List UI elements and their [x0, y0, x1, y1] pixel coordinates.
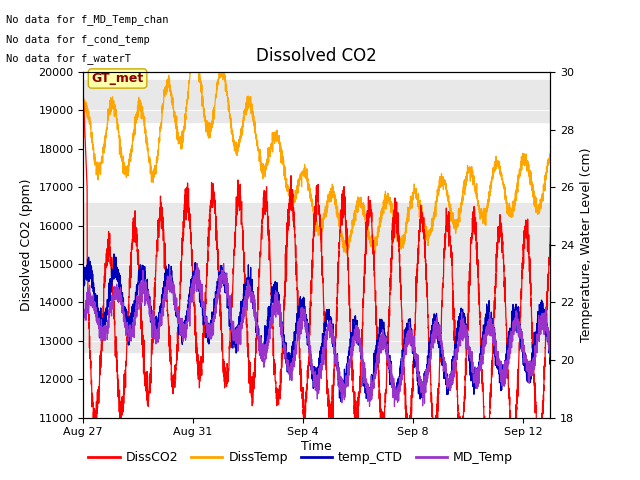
- X-axis label: Time: Time: [301, 440, 332, 453]
- Title: Dissolved CO2: Dissolved CO2: [257, 47, 377, 65]
- Bar: [83, 80, 550, 122]
- Text: No data for f_MD_Temp_chan: No data for f_MD_Temp_chan: [6, 14, 169, 25]
- Text: No data for f_cond_temp: No data for f_cond_temp: [6, 34, 150, 45]
- Text: No data for f_waterT: No data for f_waterT: [6, 53, 131, 64]
- Legend: DissCO2, DissTemp, temp_CTD, MD_Temp: DissCO2, DissTemp, temp_CTD, MD_Temp: [83, 446, 518, 469]
- Y-axis label: Dissolved CO2 (ppm): Dissolved CO2 (ppm): [20, 179, 33, 311]
- Y-axis label: Temperature, Water Level (cm): Temperature, Water Level (cm): [580, 147, 593, 342]
- Bar: [83, 203, 550, 352]
- Text: GT_met: GT_met: [92, 72, 144, 85]
